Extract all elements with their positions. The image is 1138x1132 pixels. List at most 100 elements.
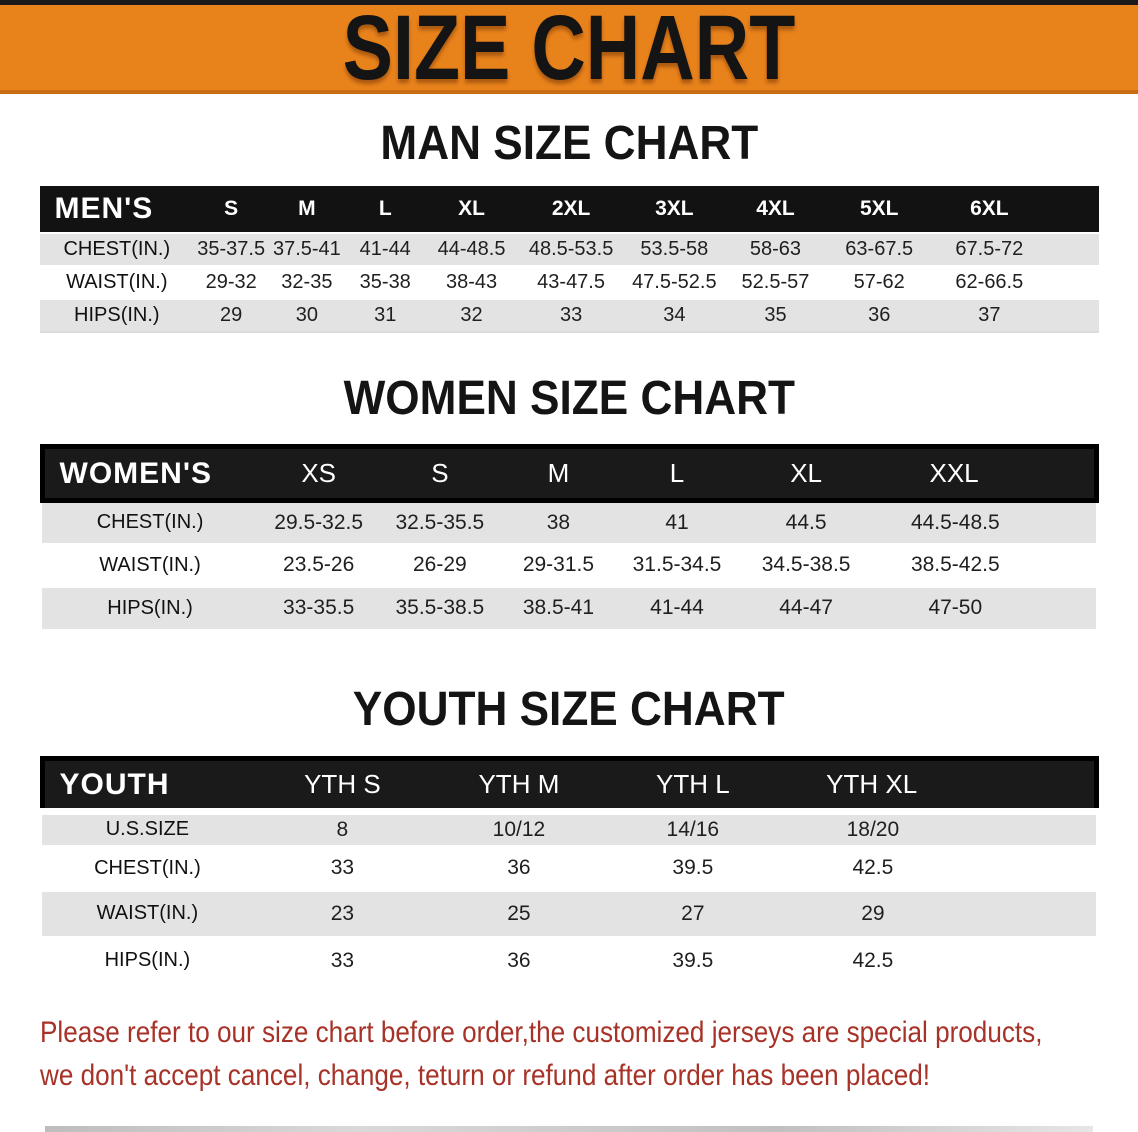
- table-cell: 34.5-38.5: [737, 542, 875, 587]
- table-cell: 37.5-41: [268, 232, 346, 267]
- table-cell: 41-44: [345, 232, 425, 267]
- table-cell: 47.5-52.5: [624, 265, 725, 300]
- row-label: CHEST(IN.): [42, 844, 253, 891]
- youth-size-chart-heading: YOUTH SIZE CHART: [0, 685, 1138, 735]
- table-row: WAIST(IN.) 23.5-26 26-29 29-31.5 31.5-34.5 34…: [42, 542, 1096, 587]
- column-header: XS: [258, 444, 380, 503]
- table-cell: 35-38: [345, 265, 425, 300]
- column-header: XXL: [874, 444, 1099, 503]
- column-header: XL: [737, 444, 875, 503]
- table-cell: 42.5: [779, 935, 1096, 985]
- table-cell: 41-44: [616, 585, 738, 630]
- table-cell: 32: [424, 298, 519, 333]
- column-header: 3XL: [624, 186, 725, 233]
- column-header: S: [379, 444, 501, 503]
- table-cell: 44-48.5: [424, 232, 519, 267]
- table-cell: 35: [724, 298, 827, 333]
- table-cell: 48.5-53.5: [518, 232, 625, 267]
- table-cell: 8: [252, 808, 432, 846]
- disclaimer-line-2: we don't accept cancel, change, teturn o…: [40, 1059, 931, 1092]
- table-row: WAIST(IN.) 29-32 32-35 35-38 38-43 43-47.5 47.…: [39, 265, 1099, 300]
- table-cell: 39.5: [605, 935, 780, 985]
- table-row: HIPS(IN.) 33-35.5 35.5-38.5 38.5-41 41-44 44-…: [42, 585, 1096, 630]
- table-cell: 33-35.5: [258, 585, 380, 630]
- table-cell: 33: [252, 844, 432, 891]
- table-cell: 53.5-58: [624, 232, 725, 267]
- table-cell: 10/12: [431, 808, 606, 846]
- table-cell: 25: [431, 889, 606, 937]
- table-cell: 62-66.5: [932, 265, 1099, 300]
- table-cell: 31.5-34.5: [616, 542, 738, 587]
- youth-size-table: YOUTH YTH S YTH M YTH L YTH XL U.S.SIZE 8 10/12…: [39, 756, 1099, 985]
- table-cell: 44-47: [737, 585, 875, 630]
- row-label: HIPS(IN.): [42, 585, 259, 630]
- column-header: YTH L: [605, 756, 780, 814]
- row-label: WAIST(IN.): [42, 542, 259, 587]
- table-cell: 23: [252, 889, 432, 937]
- row-label: HIPS(IN.): [42, 935, 253, 985]
- column-header: 5XL: [826, 186, 933, 233]
- table-title: YOUTH: [39, 756, 253, 814]
- table-cell: 37: [932, 298, 1099, 333]
- disclaimer-note: Please refer to our size chart before or…: [40, 1011, 1138, 1097]
- table-cell: 34: [624, 298, 725, 333]
- table-header-row: YOUTH YTH S YTH M YTH L YTH XL: [39, 756, 1099, 814]
- heading-text-man: MAN SIZE CHART: [380, 117, 758, 170]
- table-row: U.S.SIZE 8 10/12 14/16 18/20: [42, 808, 1096, 846]
- column-header: YTH M: [431, 756, 606, 814]
- table-cell: 36: [431, 844, 606, 891]
- table-cell: 27: [605, 889, 780, 937]
- column-header: 6XL: [932, 186, 1099, 233]
- table-header-row: MEN'S S M L XL 2XL 3XL 4XL 5XL 6XL: [39, 186, 1099, 233]
- women-size-chart-heading: WOMEN SIZE CHART: [0, 374, 1138, 424]
- table-cell: 44.5: [737, 499, 875, 544]
- table-cell: 29: [779, 889, 1096, 937]
- table-cell: 36: [826, 298, 933, 333]
- table-cell: 35.5-38.5: [379, 585, 501, 630]
- table-cell: 23.5-26: [258, 542, 380, 587]
- table-cell: 30: [268, 298, 346, 333]
- table-cell: 41: [616, 499, 738, 544]
- table-cell: 32.5-35.5: [379, 499, 501, 544]
- table-cell: 29-31.5: [500, 542, 617, 587]
- mens-size-table: MEN'S S M L XL 2XL 3XL 4XL 5XL 6XL CHEST(IN.) 35-37…: [39, 186, 1099, 333]
- table-row: CHEST(IN.) 29.5-32.5 32.5-35.5 38 41 44.5 44.5…: [42, 499, 1096, 544]
- table-cell: 31: [345, 298, 425, 333]
- table-cell: 44.5-48.5: [874, 499, 1096, 544]
- column-header: M: [268, 186, 346, 233]
- table-cell: 29: [194, 298, 269, 333]
- table-row: WAIST(IN.) 23 25 27 29: [42, 889, 1096, 937]
- column-header: L: [616, 444, 738, 503]
- column-header: 2XL: [518, 186, 625, 233]
- disclaimer-line-1: Please refer to our size chart before or…: [40, 1016, 1043, 1049]
- heading-text-women: WOMEN SIZE CHART: [343, 372, 795, 425]
- table-cell: 58-63: [724, 232, 827, 267]
- table-cell: 38.5-42.5: [874, 542, 1096, 587]
- table-header-row: WOMEN'S XS S M L XL XXL: [39, 444, 1099, 503]
- size-chart-banner: SIZE CHART: [0, 0, 1138, 94]
- column-header: 4XL: [724, 186, 827, 233]
- table-cell: 29.5-32.5: [258, 499, 380, 544]
- heading-text-youth: YOUTH SIZE CHART: [353, 683, 785, 736]
- table-cell: 57-62: [826, 265, 933, 300]
- row-label: CHEST(IN.): [39, 232, 195, 267]
- table-cell: 42.5: [779, 844, 1096, 891]
- column-header: YTH S: [252, 756, 432, 814]
- table-row: HIPS(IN.) 33 36 39.5 42.5: [42, 935, 1096, 985]
- table-title: MEN'S: [39, 186, 195, 233]
- row-label: WAIST(IN.): [39, 265, 195, 300]
- table-cell: 38: [500, 499, 617, 544]
- column-header: YTH XL: [779, 756, 1099, 814]
- table-cell: 33: [518, 298, 625, 333]
- man-size-chart-heading: MAN SIZE CHART: [0, 119, 1138, 169]
- table-cell: 47-50: [874, 585, 1096, 630]
- table-row: CHEST(IN.) 33 36 39.5 42.5: [42, 844, 1096, 891]
- table-cell: 38.5-41: [500, 585, 617, 630]
- table-cell: 67.5-72: [932, 232, 1099, 267]
- row-label: CHEST(IN.): [42, 499, 259, 544]
- womens-size-table: WOMEN'S XS S M L XL XXL CHEST(IN.) 29.5-32.5 32.5…: [39, 444, 1099, 630]
- bottom-edge-strip: [45, 1126, 1093, 1132]
- table-cell: 38-43: [424, 265, 519, 300]
- table-cell: 39.5: [605, 844, 780, 891]
- table-cell: 32-35: [268, 265, 346, 300]
